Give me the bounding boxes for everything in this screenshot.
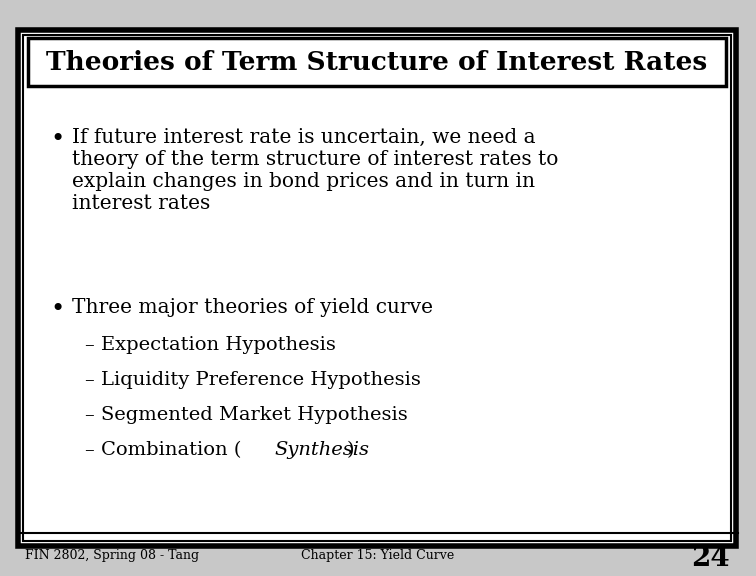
Text: interest rates: interest rates (72, 194, 210, 213)
Text: FIN 2802, Spring 08 - Tang: FIN 2802, Spring 08 - Tang (25, 550, 199, 563)
Text: Chapter 15: Yield Curve: Chapter 15: Yield Curve (302, 550, 454, 563)
Text: •: • (50, 298, 64, 321)
Text: – Segmented Market Hypothesis: – Segmented Market Hypothesis (85, 406, 407, 424)
Text: ): ) (347, 441, 355, 459)
Text: explain changes in bond prices and in turn in: explain changes in bond prices and in tu… (72, 172, 535, 191)
Text: – Liquidity Preference Hypothesis: – Liquidity Preference Hypothesis (85, 371, 421, 389)
Bar (18, 30, 736, 546)
Text: Theories of Term Structure of Interest Rates: Theories of Term Structure of Interest R… (46, 50, 708, 74)
Text: Synthesis: Synthesis (274, 441, 369, 459)
Text: •: • (50, 128, 64, 151)
Text: 24: 24 (692, 544, 730, 571)
Bar (23, 35, 731, 541)
Text: If future interest rate is uncertain, we need a: If future interest rate is uncertain, we… (72, 128, 535, 147)
Text: theory of the term structure of interest rates to: theory of the term structure of interest… (72, 150, 559, 169)
Text: – Combination (: – Combination ( (85, 441, 241, 459)
Text: – Expectation Hypothesis: – Expectation Hypothesis (85, 336, 336, 354)
Bar (28, 38, 726, 86)
Text: Three major theories of yield curve: Three major theories of yield curve (72, 298, 433, 317)
